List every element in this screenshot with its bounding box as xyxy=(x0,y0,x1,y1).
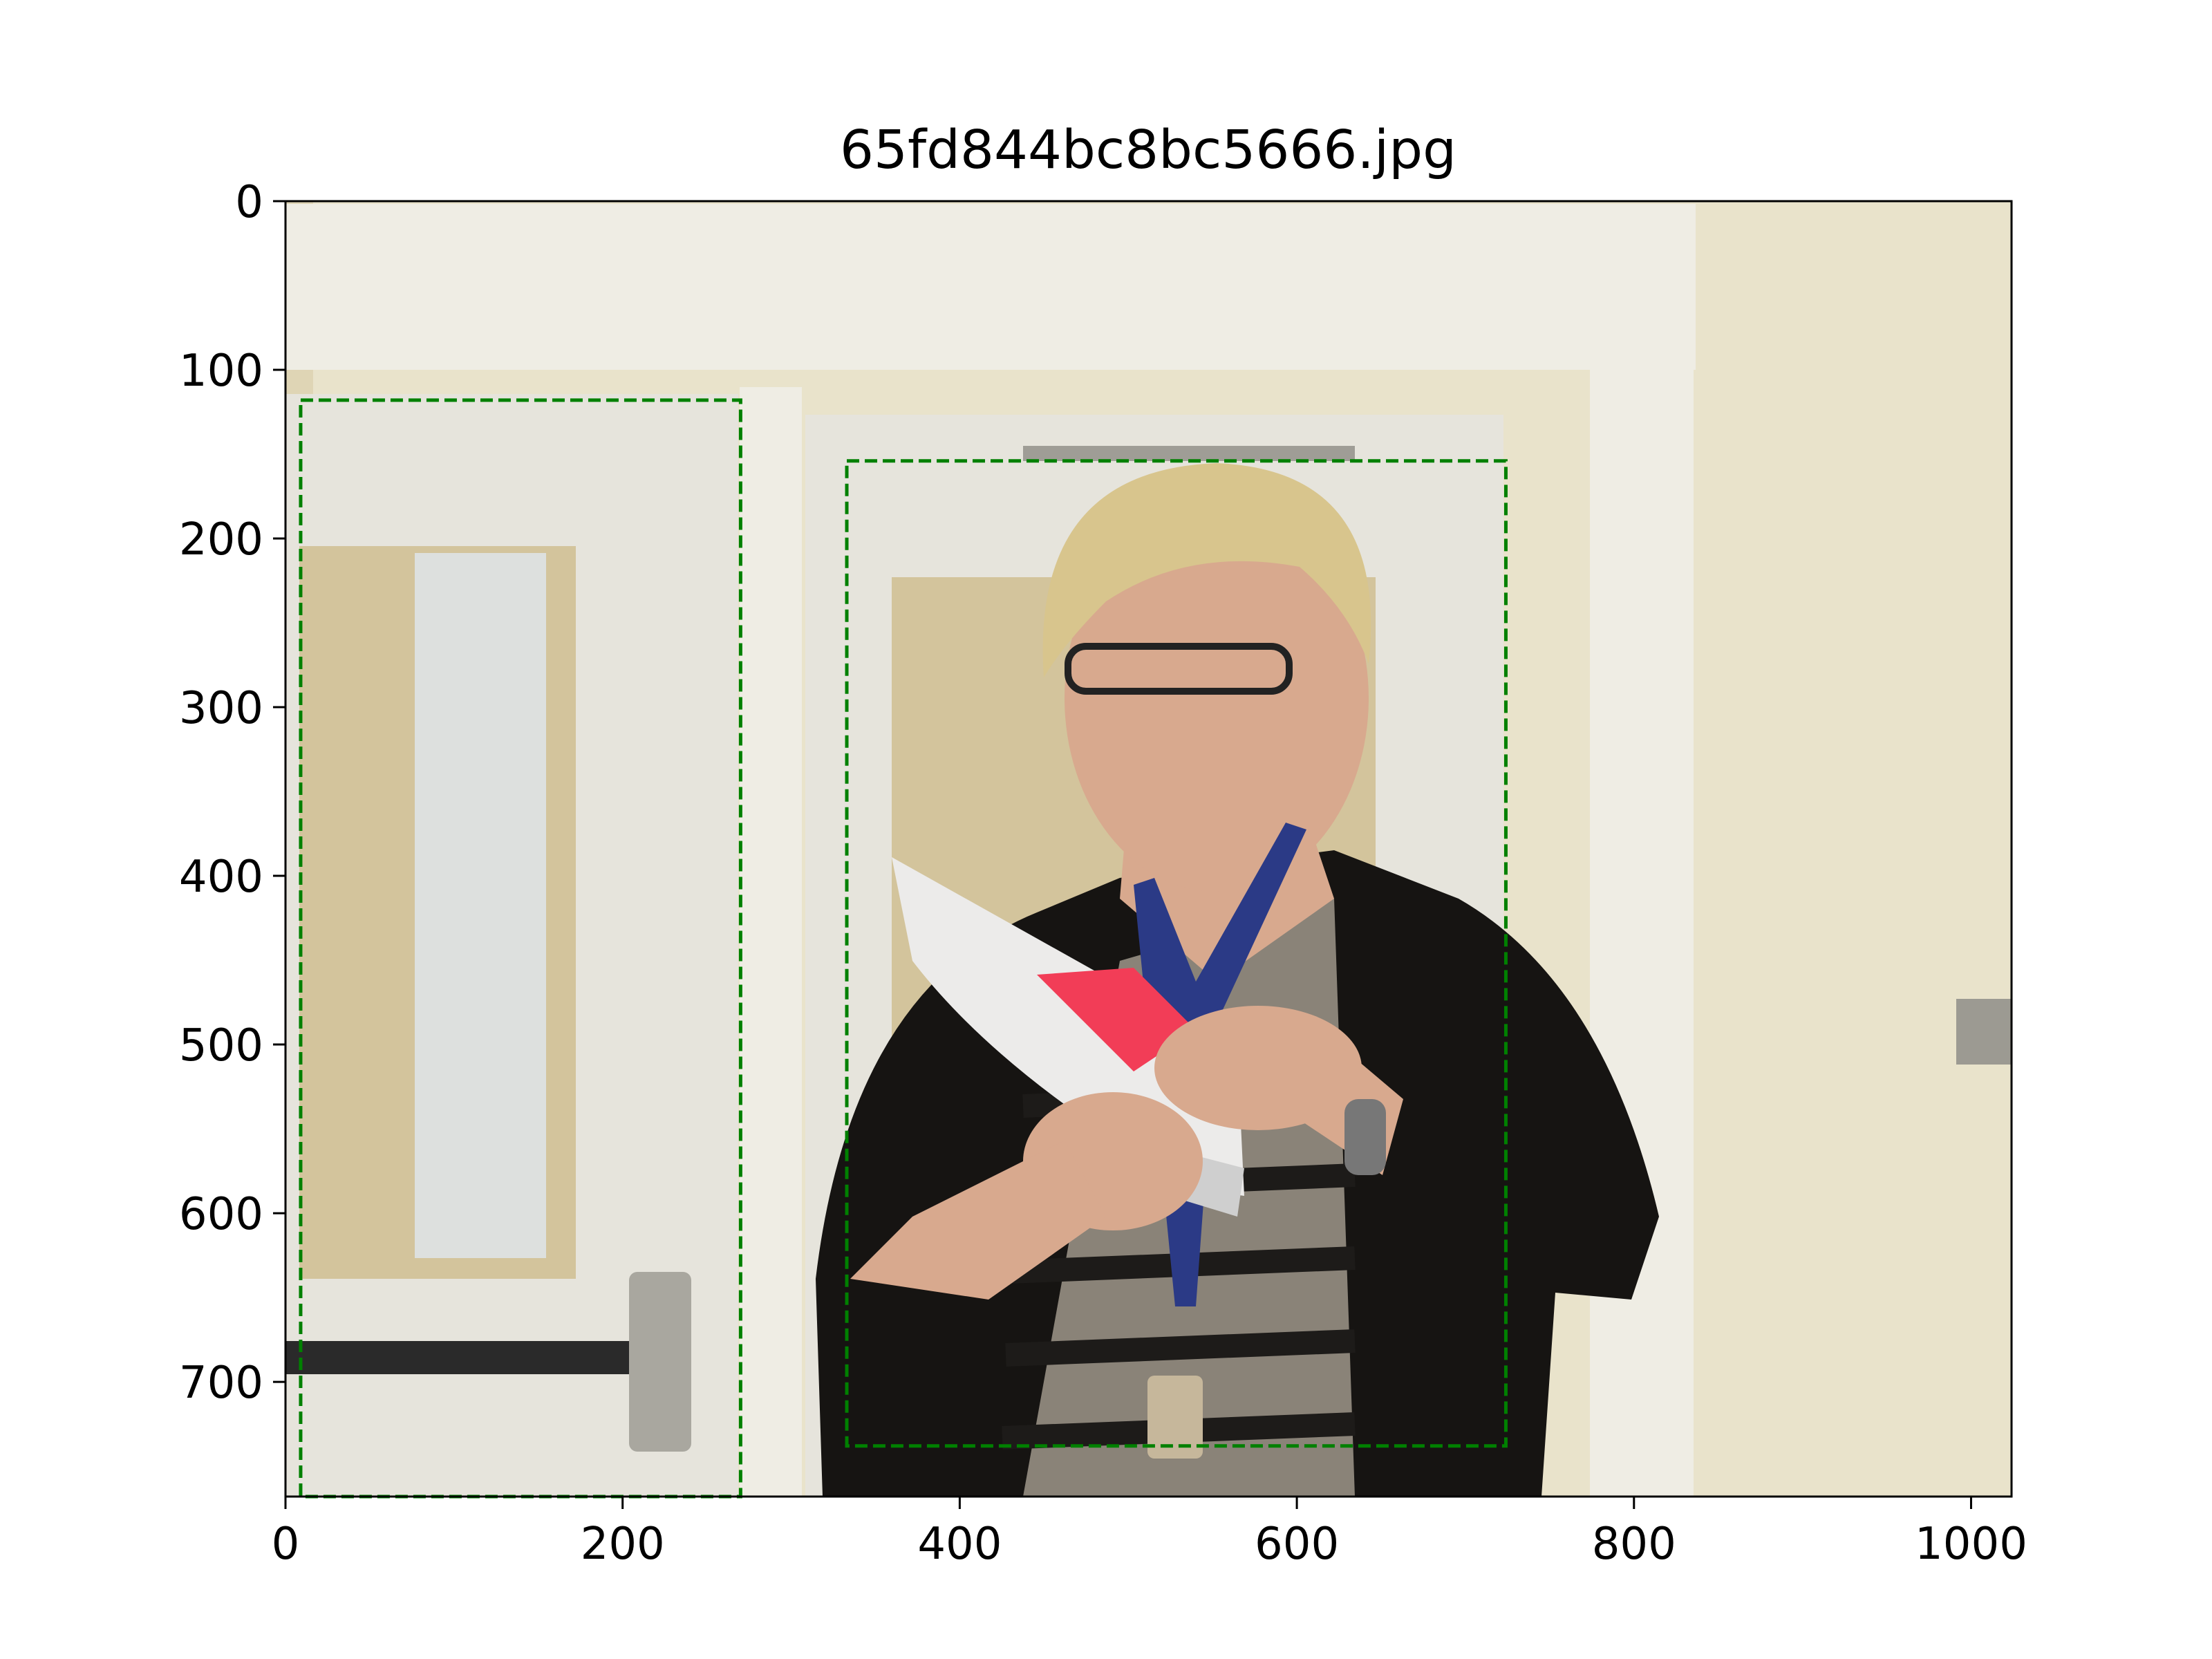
y-tick-label: 200 xyxy=(179,514,263,565)
y-tick-label: 700 xyxy=(179,1358,263,1409)
x-tick-label: 0 xyxy=(272,1519,300,1570)
y-axis: 0 100 200 300 400 500 600 700 xyxy=(179,177,285,1409)
bounding-boxes xyxy=(299,398,1508,1499)
x-tick-label: 200 xyxy=(581,1519,665,1570)
y-tick-label: 600 xyxy=(179,1189,263,1240)
glasses xyxy=(1065,643,1293,695)
axes-frame xyxy=(284,200,2013,1498)
left-arm xyxy=(850,1141,1106,1300)
y-tick-label: 500 xyxy=(179,1020,263,1071)
y-tick-label: 300 xyxy=(179,683,263,734)
wall-plate xyxy=(1956,999,2012,1065)
left-door-handle xyxy=(629,1272,691,1452)
x-tick-label: 800 xyxy=(1592,1519,1676,1570)
bounding-box-2 xyxy=(845,459,1508,1448)
red-cards xyxy=(1037,968,1196,1071)
wristwatch xyxy=(1344,1099,1386,1175)
door-frame-right xyxy=(1590,290,1694,1497)
y-tick-label: 0 xyxy=(235,177,263,228)
photo xyxy=(285,201,2012,1497)
door-closer xyxy=(1023,446,1355,461)
left-push-bar xyxy=(285,1341,645,1374)
left-door-window-light xyxy=(415,553,546,1258)
x-axis: 0 200 400 600 800 1000 xyxy=(272,1497,2027,1570)
x-tick-label: 400 xyxy=(917,1519,1002,1570)
x-tick-label: 600 xyxy=(1255,1519,1339,1570)
badge-keys xyxy=(1147,1376,1203,1459)
y-tick-label: 400 xyxy=(179,852,263,903)
chart-title: 65fd844bc8bc5666.jpg xyxy=(840,120,1456,181)
y-tick-label: 100 xyxy=(179,346,263,397)
hair xyxy=(1042,463,1371,677)
door-frame-top xyxy=(285,204,1696,370)
door-frame-center xyxy=(740,387,802,1497)
face xyxy=(1065,505,1369,892)
x-tick-label: 1000 xyxy=(1915,1519,2027,1570)
bounding-box-1 xyxy=(299,398,742,1499)
